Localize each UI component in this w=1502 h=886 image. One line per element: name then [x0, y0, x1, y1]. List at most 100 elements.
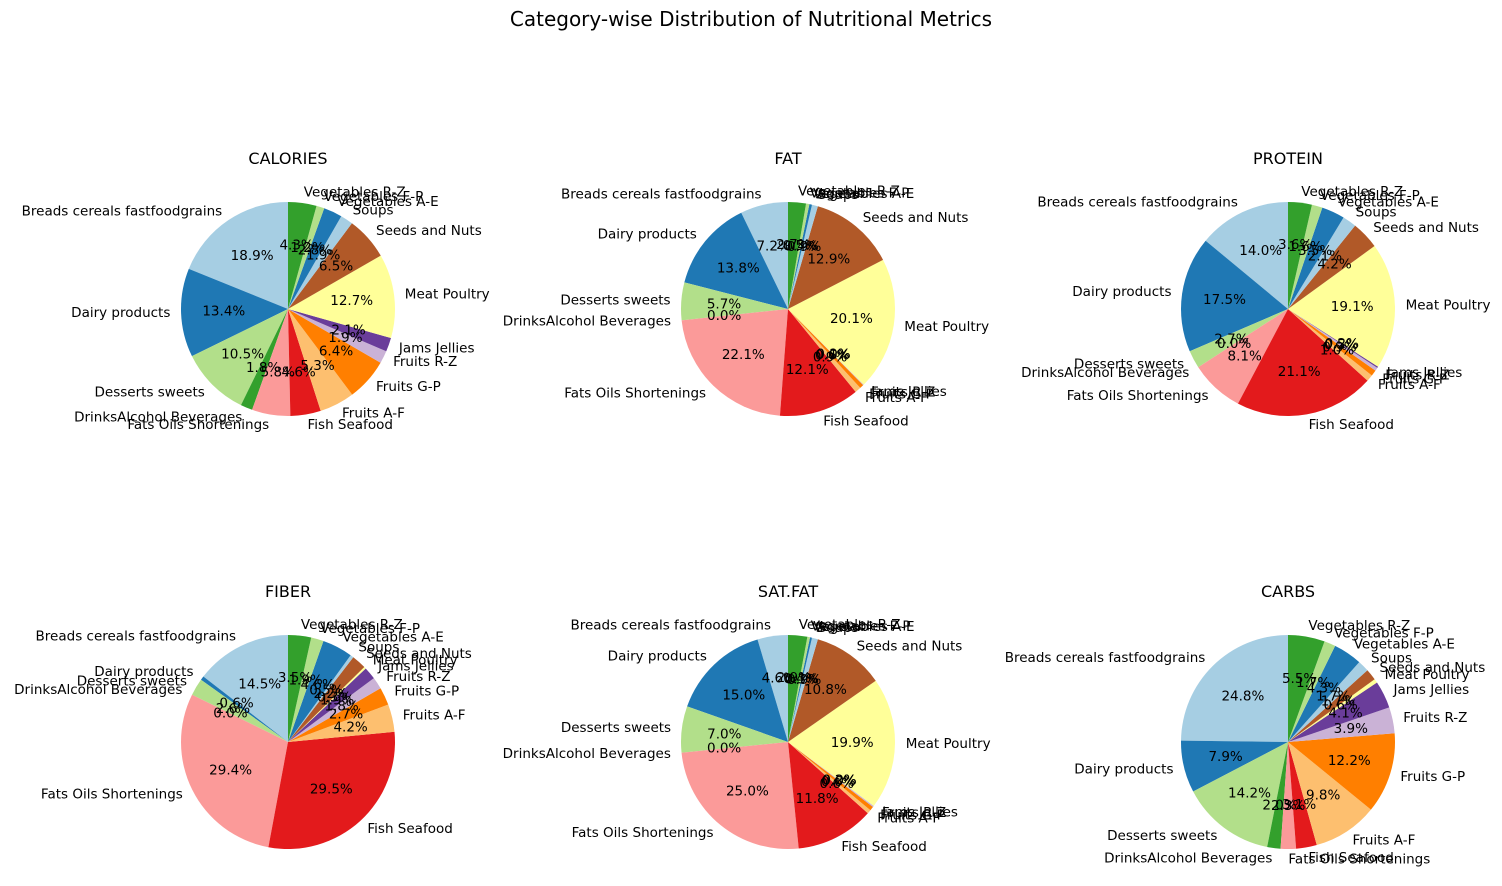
- pct-label-calories-fats-oils-shortenings: 5.8%: [261, 364, 295, 380]
- wedge-fiber-vegetables-f-p: [288, 637, 324, 742]
- wedge-fiber-desserts-sweets: [192, 679, 288, 742]
- pct-label-sat-fat-drinksalcohol-beverages: 0.0%: [707, 740, 741, 756]
- pct-label-carbs-fats-oils-shortenings: 2.3%: [1271, 798, 1305, 814]
- wedge-fiber-meat-poultry: [288, 666, 366, 742]
- wedge-calories-vegetables-a-e: [288, 208, 342, 309]
- pct-label-protein-fish-seafood: 21.1%: [1278, 364, 1321, 380]
- slice-label-carbs-vegetables-a-e: Vegetables A-E: [1354, 636, 1455, 652]
- slice-label-fat-fruits-g-p: Fruits G-P: [869, 386, 934, 402]
- pct-label-calories-fruits-g-p: 6.4%: [319, 344, 353, 360]
- wedge-sat-fat-fruits-g-p: [788, 742, 873, 811]
- wedge-carbs-fruits-g-p: [1288, 733, 1396, 810]
- pct-label-carbs-vegetables-r-z: 5.5%: [1282, 671, 1316, 687]
- wedge-fiber-seeds-and-nuts: [288, 657, 365, 742]
- wedge-carbs-drinksalcohol-beverages: [1267, 742, 1288, 849]
- pct-label-calories-dairy-products: 13.4%: [202, 303, 245, 319]
- pct-label-fiber-vegetables-r-z: 3.5%: [278, 670, 312, 686]
- pct-label-fat-fats-oils-shortenings: 22.1%: [722, 347, 765, 363]
- slice-label-protein-fruits-a-f: Fruits A-F: [1378, 377, 1441, 393]
- slice-label-sat-fat-fruits-g-p: Fruits G-P: [880, 807, 945, 823]
- pct-label-calories-vegetables-a-e: 2.8%: [298, 243, 332, 259]
- slice-label-carbs-fruits-a-f: Fruits A-F: [1353, 833, 1416, 849]
- pct-label-carbs-vegetables-a-e: 4.3%: [1307, 681, 1341, 697]
- wedge-sat-fat-meat-poultry: [788, 680, 895, 806]
- slice-label-sat-fat-fruits-a-f: Fruits A-F: [877, 811, 940, 827]
- wedge-protein-vegetables-f-p: [1288, 204, 1323, 309]
- pct-label-carbs-drinksalcohol-beverages: 2.0%: [1262, 798, 1296, 814]
- pct-label-fiber-desserts-sweets: 2.6%: [216, 701, 250, 717]
- wedge-fiber-vegetables-r-z: [288, 635, 312, 742]
- wedge-carbs-seeds-and-nuts: [1288, 670, 1375, 742]
- wedge-carbs-vegetables-r-z: [1288, 635, 1325, 742]
- slice-label-fiber-desserts-sweets: Desserts sweets: [77, 674, 187, 690]
- slice-label-fiber-fruits-r-z: Fruits R-Z: [386, 669, 450, 685]
- wedge-protein-fruits-g-p: [1288, 309, 1376, 376]
- wedge-calories-dairy-products: [180, 268, 288, 357]
- pct-label-calories-meat-poultry: 12.7%: [330, 293, 373, 309]
- slice-label-fat-vegetables-f-p: Vegetables F-P: [810, 185, 910, 201]
- pct-label-calories-fruits-r-z: 1.9%: [328, 330, 362, 346]
- pie-protein: PROTEIN Breads cereals fastfoodgrains 14.0…: [1021, 149, 1490, 433]
- pie-fat: FAT Breads cereals fastfoodgrains 7.2% Dair…: [503, 149, 989, 429]
- pct-label-carbs-jams-jellies: 4.1%: [1328, 706, 1362, 722]
- wedge-fat-soups: [788, 204, 818, 309]
- pct-label-protein-breads-cereals-fastfoodgrains: 14.0%: [1239, 243, 1282, 259]
- slice-label-fiber-jams-jellies: Jams Jellies: [377, 658, 454, 674]
- wedge-calories-breads-cereals-fastfoodgrains: [188, 201, 288, 309]
- wedge-fiber-fruits-r-z: [288, 678, 381, 742]
- wedge-carbs-breads-cereals-fastfoodgrains: [1181, 635, 1288, 742]
- pie-title-sat-fat: SAT.FAT: [758, 582, 819, 601]
- slice-label-carbs-fats-oils-shortenings: Fats Oils Shortenings: [1288, 852, 1430, 868]
- slice-label-protein-drinksalcohol-beverages: DrinksAlcohol Beverages: [1021, 365, 1189, 381]
- slice-label-protein-vegetables-r-z: Vegetables R-Z: [1301, 184, 1403, 200]
- slice-label-sat-fat-drinksalcohol-beverages: DrinksAlcohol Beverages: [503, 746, 671, 762]
- pct-label-protein-fruits-r-z: 0.5%: [1324, 337, 1358, 353]
- slice-label-fat-vegetables-a-e: Vegetables A-E: [813, 186, 914, 202]
- wedge-sat-fat-vegetables-r-z: [788, 635, 808, 742]
- slice-label-calories-fish-seafood: Fish Seafood: [308, 417, 393, 433]
- pie-fiber: FIBER Breads cereals fastfoodgrains 14.5% D…: [14, 582, 472, 850]
- pct-label-calories-jams-jellies: 2.1%: [331, 322, 365, 338]
- wedge-protein-meat-poultry: [1288, 246, 1395, 367]
- slice-label-fat-drinksalcohol-beverages: DrinksAlcohol Beverages: [503, 314, 671, 330]
- pct-label-protein-fruits-a-f: 1.0%: [1320, 342, 1354, 358]
- slice-label-protein-meat-poultry: Meat Poultry: [1406, 298, 1491, 314]
- slice-label-fiber-fruits-a-f: Fruits A-F: [403, 708, 466, 724]
- slice-label-fiber-fruits-g-p: Fruits G-P: [394, 684, 459, 700]
- pct-label-calories-drinksalcohol-beverages: 1.8%: [246, 360, 280, 376]
- slice-label-fiber-soups: Soups: [358, 640, 399, 656]
- wedge-calories-vegetables-f-p: [288, 205, 325, 309]
- slice-label-sat-fat-breads-cereals-fastfoodgrains: Breads cereals fastfoodgrains: [570, 618, 771, 634]
- wedge-fat-fish-seafood: [779, 309, 856, 417]
- slice-label-protein-fruits-g-p: Fruits G-P: [1382, 372, 1447, 388]
- slice-label-protein-fruits-r-z: Fruits R-Z: [1385, 367, 1449, 383]
- slice-label-fiber-vegetables-a-e: Vegetables A-E: [343, 630, 444, 646]
- pct-label-fat-seeds-and-nuts: 12.9%: [807, 251, 850, 267]
- slice-label-fiber-breads-cereals-fastfoodgrains: Breads cereals fastfoodgrains: [36, 628, 237, 644]
- slice-label-carbs-soups: Soups: [1371, 651, 1412, 667]
- wedge-sat-fat-vegetables-f-p: [788, 636, 811, 742]
- slice-label-fat-jams-jellies: Jams Jellies: [870, 384, 947, 400]
- wedge-carbs-dairy-products: [1181, 740, 1288, 792]
- wedge-fat-fruits-r-z: [788, 309, 864, 386]
- pct-label-protein-jams-jellies: 0.2%: [1325, 336, 1359, 352]
- wedge-carbs-vegetables-f-p: [1288, 641, 1336, 742]
- slice-label-protein-vegetables-f-p: Vegetables F-P: [1320, 188, 1420, 204]
- pie-title-fat: FAT: [774, 149, 801, 168]
- pct-label-fat-dairy-products: 13.8%: [717, 260, 760, 276]
- wedge-protein-vegetables-a-e: [1288, 207, 1344, 309]
- slice-label-fat-fats-oils-shortenings: Fats Oils Shortenings: [564, 386, 706, 402]
- wedge-sat-fat-fruits-r-z: [788, 742, 874, 808]
- pct-label-calories-seeds-and-nuts: 6.5%: [319, 258, 353, 274]
- slice-label-calories-vegetables-f-p: Vegetables F-P: [324, 189, 424, 205]
- slice-label-calories-fats-oils-shortenings: Fats Oils Shortenings: [127, 417, 269, 433]
- slice-label-protein-desserts-sweets: Desserts sweets: [1074, 357, 1184, 373]
- pie-title-protein: PROTEIN: [1253, 149, 1323, 168]
- wedge-fiber-fish-seafood: [268, 731, 395, 850]
- pct-label-sat-fat-vegetables-a-e: 0.3%: [785, 671, 819, 687]
- pct-label-protein-dairy-products: 17.5%: [1203, 292, 1246, 308]
- pct-label-fiber-breads-cereals-fastfoodgrains: 14.5%: [238, 676, 281, 692]
- wedge-protein-jams-jellies: [1288, 309, 1379, 368]
- slice-label-fiber-dairy-products: Dairy products: [94, 664, 193, 680]
- wedge-carbs-soups: [1288, 662, 1368, 742]
